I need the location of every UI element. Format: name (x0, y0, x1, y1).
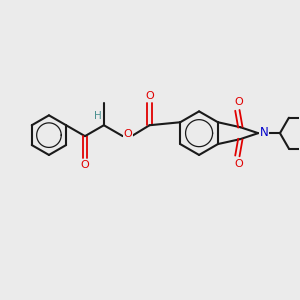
Text: O: O (81, 160, 89, 170)
Text: O: O (234, 159, 243, 169)
Text: O: O (123, 129, 132, 139)
Text: H: H (94, 111, 102, 121)
Text: O: O (145, 91, 154, 100)
Text: N: N (260, 126, 268, 139)
Text: O: O (234, 98, 243, 107)
